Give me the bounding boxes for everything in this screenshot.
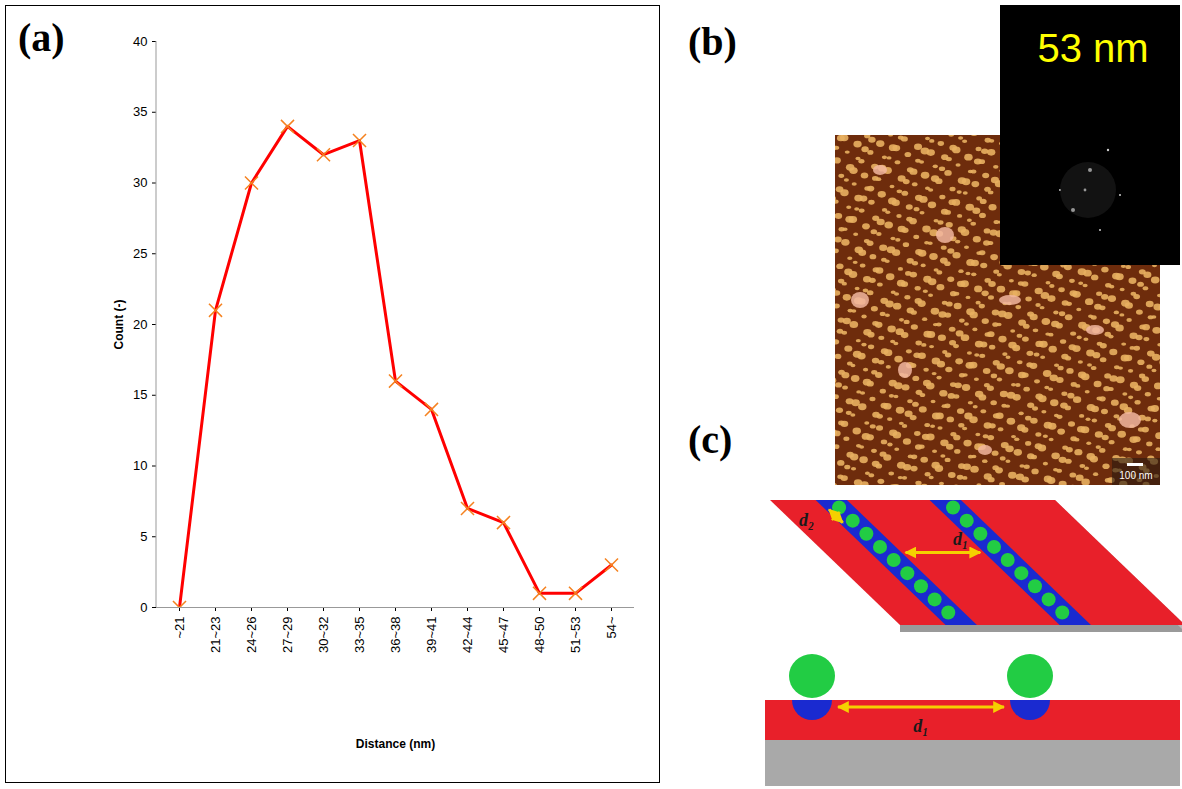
svg-text:48~50: 48~50 [532, 617, 547, 654]
svg-text:45~47: 45~47 [496, 617, 511, 654]
svg-text:30: 30 [133, 175, 147, 190]
svg-text:36~38: 36~38 [388, 617, 403, 654]
html-text:(a): (a) [18, 15, 65, 60]
svg-text:40: 40 [133, 34, 147, 49]
svg-text:5: 5 [140, 529, 147, 544]
svg-text:Count (-): Count (-) [112, 300, 126, 350]
html-text:(b): (b) [688, 19, 737, 64]
svg-text:100 nm: 100 nm [1119, 470, 1152, 481]
svg-text:54~: 54~ [604, 616, 619, 638]
svg-text:33~35: 33~35 [352, 617, 367, 654]
svg-text:39~41: 39~41 [424, 617, 439, 654]
svg-text:d₂: d₂ [799, 510, 814, 530]
svg-text:d₁: d₁ [913, 716, 928, 736]
svg-text:42~44: 42~44 [460, 617, 475, 654]
svg-text:21~23: 21~23 [208, 617, 223, 654]
svg-text:30~32: 30~32 [316, 617, 331, 654]
svg-text:0: 0 [140, 600, 147, 615]
svg-text:24~26: 24~26 [244, 617, 259, 654]
svg-text:27~29: 27~29 [280, 617, 295, 654]
svg-text:51~53: 51~53 [568, 617, 583, 654]
svg-text:20: 20 [133, 317, 147, 332]
svg-text:15: 15 [133, 387, 147, 402]
svg-text:~21: ~21 [172, 617, 187, 639]
svg-text:35: 35 [133, 104, 147, 119]
svg-text:25: 25 [133, 246, 147, 261]
svg-text:10: 10 [133, 458, 147, 473]
html-text:(c): (c) [688, 417, 733, 462]
svg-text:d₁: d₁ [953, 529, 968, 549]
svg-text:53 nm: 53 nm [1037, 26, 1148, 70]
svg-text:Distance (nm): Distance (nm) [356, 737, 435, 751]
